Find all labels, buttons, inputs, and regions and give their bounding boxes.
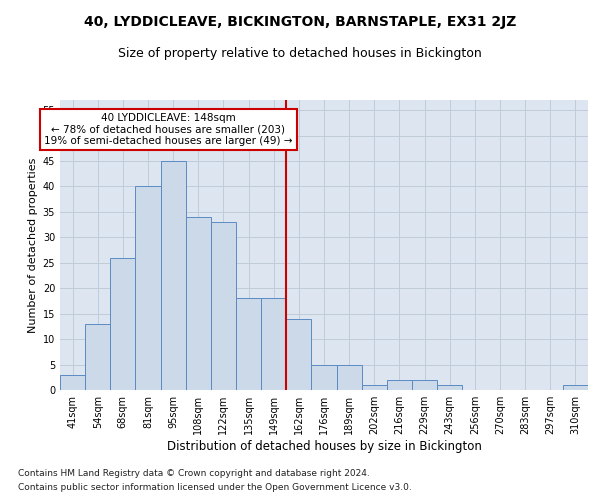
Bar [286,319,311,390]
Bar [563,385,588,390]
Text: Contains HM Land Registry data © Crown copyright and database right 2024.: Contains HM Land Registry data © Crown c… [18,468,370,477]
Bar [261,298,286,390]
Bar [186,217,211,390]
Bar [85,324,110,390]
Bar [161,161,186,390]
Bar [437,385,462,390]
Bar [236,298,261,390]
Bar [136,186,161,390]
X-axis label: Distribution of detached houses by size in Bickington: Distribution of detached houses by size … [167,440,481,453]
Bar [412,380,437,390]
Bar [337,364,362,390]
Bar [311,364,337,390]
Bar [60,374,85,390]
Text: 40, LYDDICLEAVE, BICKINGTON, BARNSTAPLE, EX31 2JZ: 40, LYDDICLEAVE, BICKINGTON, BARNSTAPLE,… [84,15,516,29]
Text: Contains public sector information licensed under the Open Government Licence v3: Contains public sector information licen… [18,484,412,492]
Bar [110,258,136,390]
Bar [387,380,412,390]
Text: Size of property relative to detached houses in Bickington: Size of property relative to detached ho… [118,48,482,60]
Text: 40 LYDDICLEAVE: 148sqm
← 78% of detached houses are smaller (203)
19% of semi-de: 40 LYDDICLEAVE: 148sqm ← 78% of detached… [44,112,292,146]
Y-axis label: Number of detached properties: Number of detached properties [28,158,38,332]
Bar [211,222,236,390]
Bar [362,385,387,390]
